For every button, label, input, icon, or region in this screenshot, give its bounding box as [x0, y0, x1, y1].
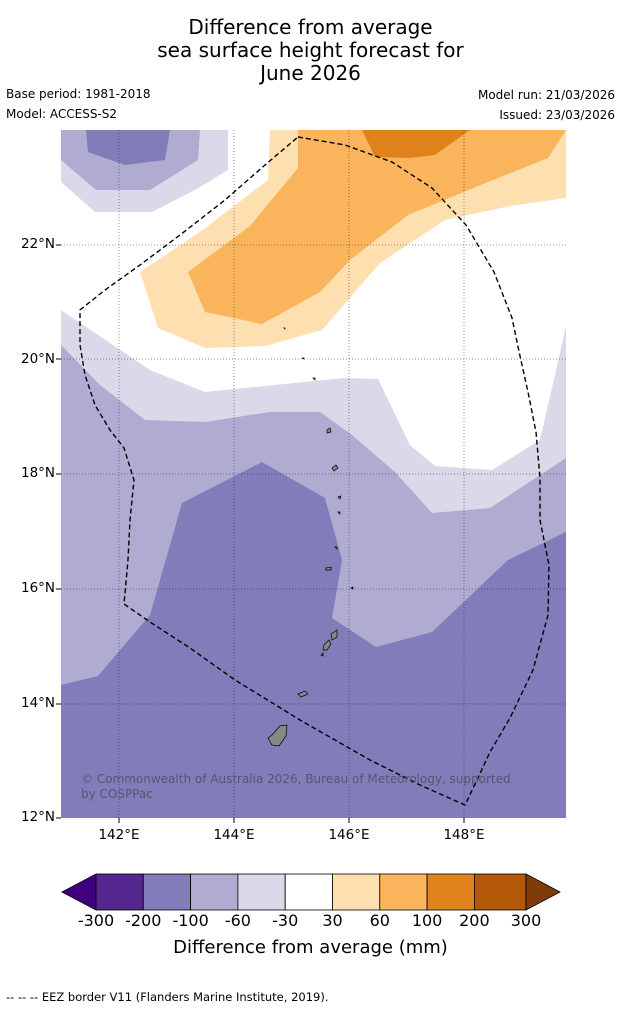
island-guam: [267, 724, 288, 747]
lat-label-22n: 22°N: [21, 236, 56, 252]
colorbar-tick: -60: [224, 911, 251, 930]
contour-purple: [61, 462, 566, 818]
lat-label-16n: 16°N: [21, 580, 56, 596]
eez-border-line: [79, 136, 550, 806]
colorbar-segment: [473, 873, 527, 911]
colorbar-segment: [379, 873, 428, 911]
island-sarigan: [334, 546, 338, 550]
island-rota: [297, 690, 309, 698]
colorbar-tick: -30: [272, 911, 299, 930]
contour-topleft-dark: [86, 130, 170, 165]
colorbar-segment: [95, 873, 144, 911]
base-period: Base period: 1981-2018: [6, 87, 151, 101]
colorbar-segment: [284, 873, 333, 911]
colorbar-extend-high: [525, 873, 561, 911]
colorbar-tick: 300: [510, 911, 542, 930]
lon-label-146e: 146°E: [328, 827, 370, 843]
eez-footnote: -- -- -- EEZ border V11 (Flanders Marine…: [6, 990, 329, 1004]
island-tinian: [322, 639, 332, 651]
colorbar-segment: [142, 873, 192, 911]
lon-label-148e: 148°E: [443, 827, 485, 843]
colorbar-tick: 200: [459, 911, 490, 930]
map-title: Difference from average sea surface heig…: [0, 16, 621, 85]
island-maug: [301, 357, 305, 360]
lat-label-14n: 14°N: [21, 695, 56, 711]
islands: [267, 327, 354, 747]
island-asuncion: [312, 377, 316, 381]
issued-date: Issued: 23/03/2026: [499, 108, 615, 122]
island-aguijan: [320, 652, 324, 657]
contour-fill-layer: [61, 130, 566, 818]
lat-label-12n: 12°N: [21, 809, 56, 825]
colorbar-segment: [426, 873, 475, 911]
colorbar-tick: -200: [125, 911, 162, 930]
title-line-3: June 2026: [260, 61, 361, 85]
graticule: [61, 130, 566, 818]
colorbar-tick: 100: [411, 911, 443, 930]
island-saipan: [330, 629, 338, 641]
island-farallon-medinilla: [350, 586, 354, 590]
colorbar-segment: [332, 873, 381, 911]
island-pagan: [331, 464, 339, 472]
contour-orange: [362, 130, 470, 158]
lat-label-20n: 20°N: [21, 351, 56, 367]
colorbar-tick: 60: [369, 911, 390, 930]
island-uracas: [283, 327, 286, 330]
island-agrihan: [326, 427, 332, 434]
colorbar-label: Difference from average (mm): [173, 937, 448, 958]
lon-label-142e: 142°E: [98, 827, 140, 843]
title-line-1: Difference from average: [188, 15, 433, 39]
island-guguan: [337, 495, 342, 500]
colorbar-tick: 30: [322, 911, 343, 930]
contour-orange-light: [188, 130, 566, 324]
lon-label-144e: 144°E: [213, 827, 255, 843]
colorbar-tick: -300: [77, 911, 115, 930]
colorbar-segment: [237, 873, 286, 911]
colorbar-tick: -100: [172, 911, 209, 930]
colorbar-extend-low: [61, 873, 97, 911]
axis-ticks: [56, 244, 465, 823]
colorbar: [61, 873, 561, 911]
island-anatahan: [325, 566, 332, 571]
model-run: Model run: 21/03/2026: [477, 88, 615, 102]
model-name: Model: ACCESS-S2: [6, 107, 118, 121]
lat-label-18n: 18°N: [21, 465, 56, 481]
island-alamagan: [337, 511, 341, 515]
colorbar-segment: [190, 873, 239, 911]
copyright-notice: © Commonwealth of Australia 2026, Bureau…: [81, 772, 511, 801]
title-line-2: sea surface height forecast for: [157, 38, 464, 62]
